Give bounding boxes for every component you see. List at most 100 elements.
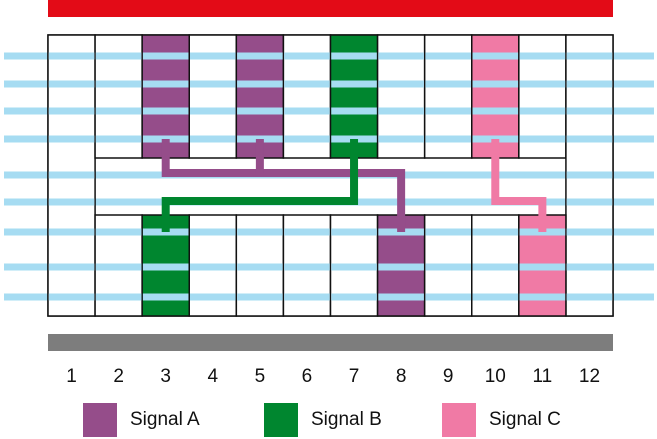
stripe-segment — [95, 228, 142, 236]
stripe-segment — [48, 263, 95, 271]
legend-swatch-signal-c — [442, 403, 476, 437]
stripe-segment — [237, 293, 283, 301]
stripe-segment — [519, 293, 566, 301]
legend-swatch-signal-a — [83, 403, 117, 437]
bottom-bar — [48, 334, 613, 351]
stripe-segment — [472, 263, 519, 271]
stripe-segment — [519, 80, 566, 88]
stripe-segment — [284, 135, 330, 143]
stripe-segment — [519, 107, 566, 115]
stripe-segment — [378, 52, 424, 60]
stripe-segment — [142, 263, 189, 271]
stripe-segment — [48, 198, 95, 206]
stripe-segment — [95, 293, 142, 301]
stripe-segment — [237, 107, 283, 115]
stripe-segment — [190, 135, 236, 143]
stripe-segment — [95, 135, 142, 143]
stripe-segment — [425, 52, 471, 60]
legend-label-signal-b: Signal B — [311, 409, 382, 430]
column-number-7: 7 — [349, 366, 360, 387]
stripe-segment — [378, 107, 424, 115]
top-bar — [48, 0, 613, 17]
stripe-segment — [566, 198, 613, 206]
stripe-segment — [95, 263, 142, 271]
legend: Signal A Signal B Signal C — [0, 402, 657, 438]
column-number-2: 2 — [113, 366, 124, 387]
stripe-segment — [425, 228, 471, 236]
stripe-segment — [237, 228, 283, 236]
stripe-segment — [566, 135, 613, 143]
stripe-segment — [48, 171, 95, 179]
legend-item-signal-a: Signal A — [83, 402, 200, 438]
stripe-segment — [566, 52, 613, 60]
stripe-segment — [331, 293, 377, 301]
wire-signal-a — [161, 139, 406, 232]
stripe-segment — [237, 263, 283, 271]
stripe-segment — [378, 263, 424, 271]
stripe-segment — [142, 52, 189, 60]
legend-swatch-signal-b — [264, 403, 298, 437]
stripe-segment — [284, 52, 330, 60]
stripe-segment — [331, 80, 377, 88]
stripe-segment — [284, 263, 330, 271]
stripe-segment — [284, 107, 330, 115]
stripe-segment — [48, 107, 95, 115]
legend-item-signal-c: Signal C — [442, 402, 561, 438]
wire-signal-b — [161, 139, 359, 232]
stripe-segment — [378, 80, 424, 88]
wire-signal-c — [491, 139, 547, 232]
stripe-segment — [519, 135, 566, 143]
column-number-5: 5 — [255, 366, 266, 387]
column-number-10: 10 — [485, 366, 506, 387]
stripe-segment — [331, 52, 377, 60]
stripe-segment — [95, 80, 142, 88]
stripe-segment — [472, 293, 519, 301]
stripe-segment — [566, 293, 613, 301]
stripe-segment — [472, 107, 519, 115]
legend-label-signal-c: Signal C — [489, 409, 561, 430]
stripe-segment — [566, 263, 613, 271]
stripe-segment — [48, 293, 95, 301]
stripe-segment — [284, 80, 330, 88]
stripe-segment — [472, 52, 519, 60]
stripe-segment — [95, 107, 142, 115]
stripe-segment — [425, 135, 471, 143]
column-number-6: 6 — [302, 366, 313, 387]
column-number-9: 9 — [443, 366, 454, 387]
stripe-segment — [566, 107, 613, 115]
stripe-segment — [425, 293, 471, 301]
column-number-1: 1 — [66, 366, 77, 387]
stripe-segment — [331, 263, 377, 271]
stripe-segment — [566, 228, 613, 236]
legend-item-signal-b: Signal B — [264, 402, 382, 438]
stripe-segment — [425, 263, 471, 271]
stripe-segment — [237, 52, 283, 60]
stripe-segment — [566, 171, 613, 179]
stripe-segment — [142, 293, 189, 301]
stripe-segment — [237, 80, 283, 88]
stripe-segment — [190, 263, 236, 271]
stripe-segment — [48, 135, 95, 143]
stripe-segment — [378, 293, 424, 301]
stripe-segment — [48, 228, 95, 236]
stripe-segment — [48, 52, 95, 60]
stripe-segment — [566, 80, 613, 88]
column-number-8: 8 — [396, 366, 407, 387]
stripe-segment — [284, 293, 330, 301]
stripe-segment — [425, 107, 471, 115]
stripe-segment — [331, 107, 377, 115]
stripe-segment — [190, 52, 236, 60]
stripe-segment — [472, 80, 519, 88]
stripe-segment — [190, 107, 236, 115]
stripe-segment — [425, 80, 471, 88]
stripe-segment — [95, 52, 142, 60]
stripe-segment — [48, 80, 95, 88]
stripe-segment — [142, 107, 189, 115]
stripe-segment — [284, 228, 330, 236]
stripe-segment — [519, 263, 566, 271]
legend-label-signal-a: Signal A — [130, 409, 200, 430]
column-number-3: 3 — [160, 366, 171, 387]
stripe-segment — [190, 293, 236, 301]
stripe-segment — [378, 135, 424, 143]
stripe-segment — [190, 80, 236, 88]
